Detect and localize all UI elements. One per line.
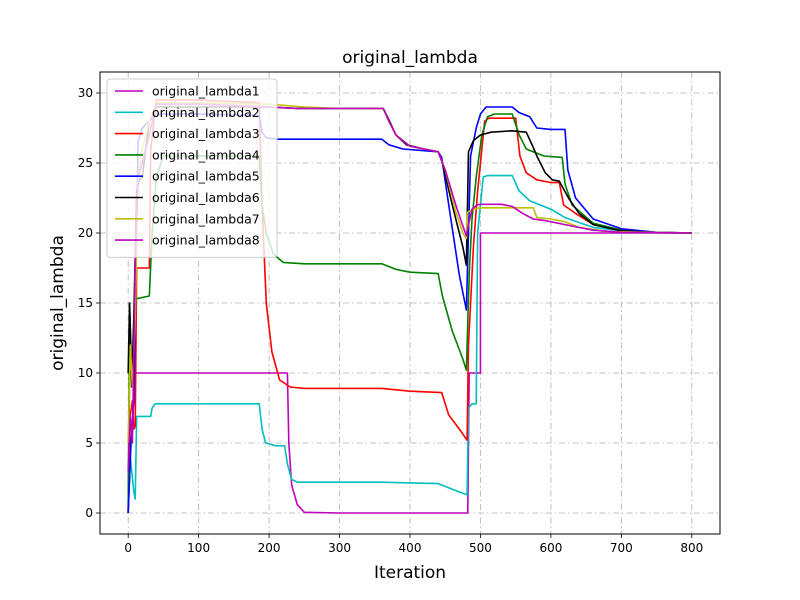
series-line-2 — [127, 174, 692, 514]
legend-box — [106, 78, 278, 258]
y-tick-label: 30 — [78, 86, 93, 100]
legend: original_lambda1 original_lambda2 original… — [106, 78, 278, 258]
y-tick-label: 15 — [78, 296, 93, 310]
legend-label: original_lambda7 — [152, 211, 260, 226]
legend-label: original_lambda8 — [152, 233, 260, 248]
legend-label: original_lambda3 — [152, 126, 260, 141]
y-axis-label: original_lambda — [48, 235, 68, 371]
x-tick-label: 600 — [539, 541, 562, 555]
x-tick-label: 200 — [258, 541, 281, 555]
x-tick-label: 800 — [680, 541, 703, 555]
legend-label: original_lambda5 — [152, 169, 260, 184]
x-tick-label: 300 — [328, 541, 351, 555]
legend-label: original_lambda4 — [152, 147, 260, 162]
series-line-1 — [127, 232, 692, 514]
legend-label: original_lambda2 — [152, 105, 260, 120]
x-axis-label: Iteration — [374, 563, 446, 583]
x-axis-ticks: 0 100 200 300 400 500 600 700 800 — [124, 534, 703, 555]
x-tick-label: 500 — [469, 541, 492, 555]
y-tick-label: 25 — [78, 156, 93, 170]
chart-title: original_lambda — [342, 48, 478, 68]
x-tick-label: 100 — [187, 541, 210, 555]
x-tick-label: 700 — [610, 541, 633, 555]
y-tick-label: 20 — [78, 226, 93, 240]
legend-label: original_lambda6 — [152, 190, 260, 205]
y-tick-label: 0 — [85, 506, 93, 520]
legend-label: original_lambda1 — [152, 84, 260, 99]
x-tick-label: 0 — [124, 541, 132, 555]
x-tick-label: 400 — [399, 541, 422, 555]
y-tick-label: 5 — [85, 436, 93, 450]
y-tick-label: 10 — [78, 366, 93, 380]
y-axis-ticks: 0 5 10 15 20 25 30 — [78, 86, 100, 520]
